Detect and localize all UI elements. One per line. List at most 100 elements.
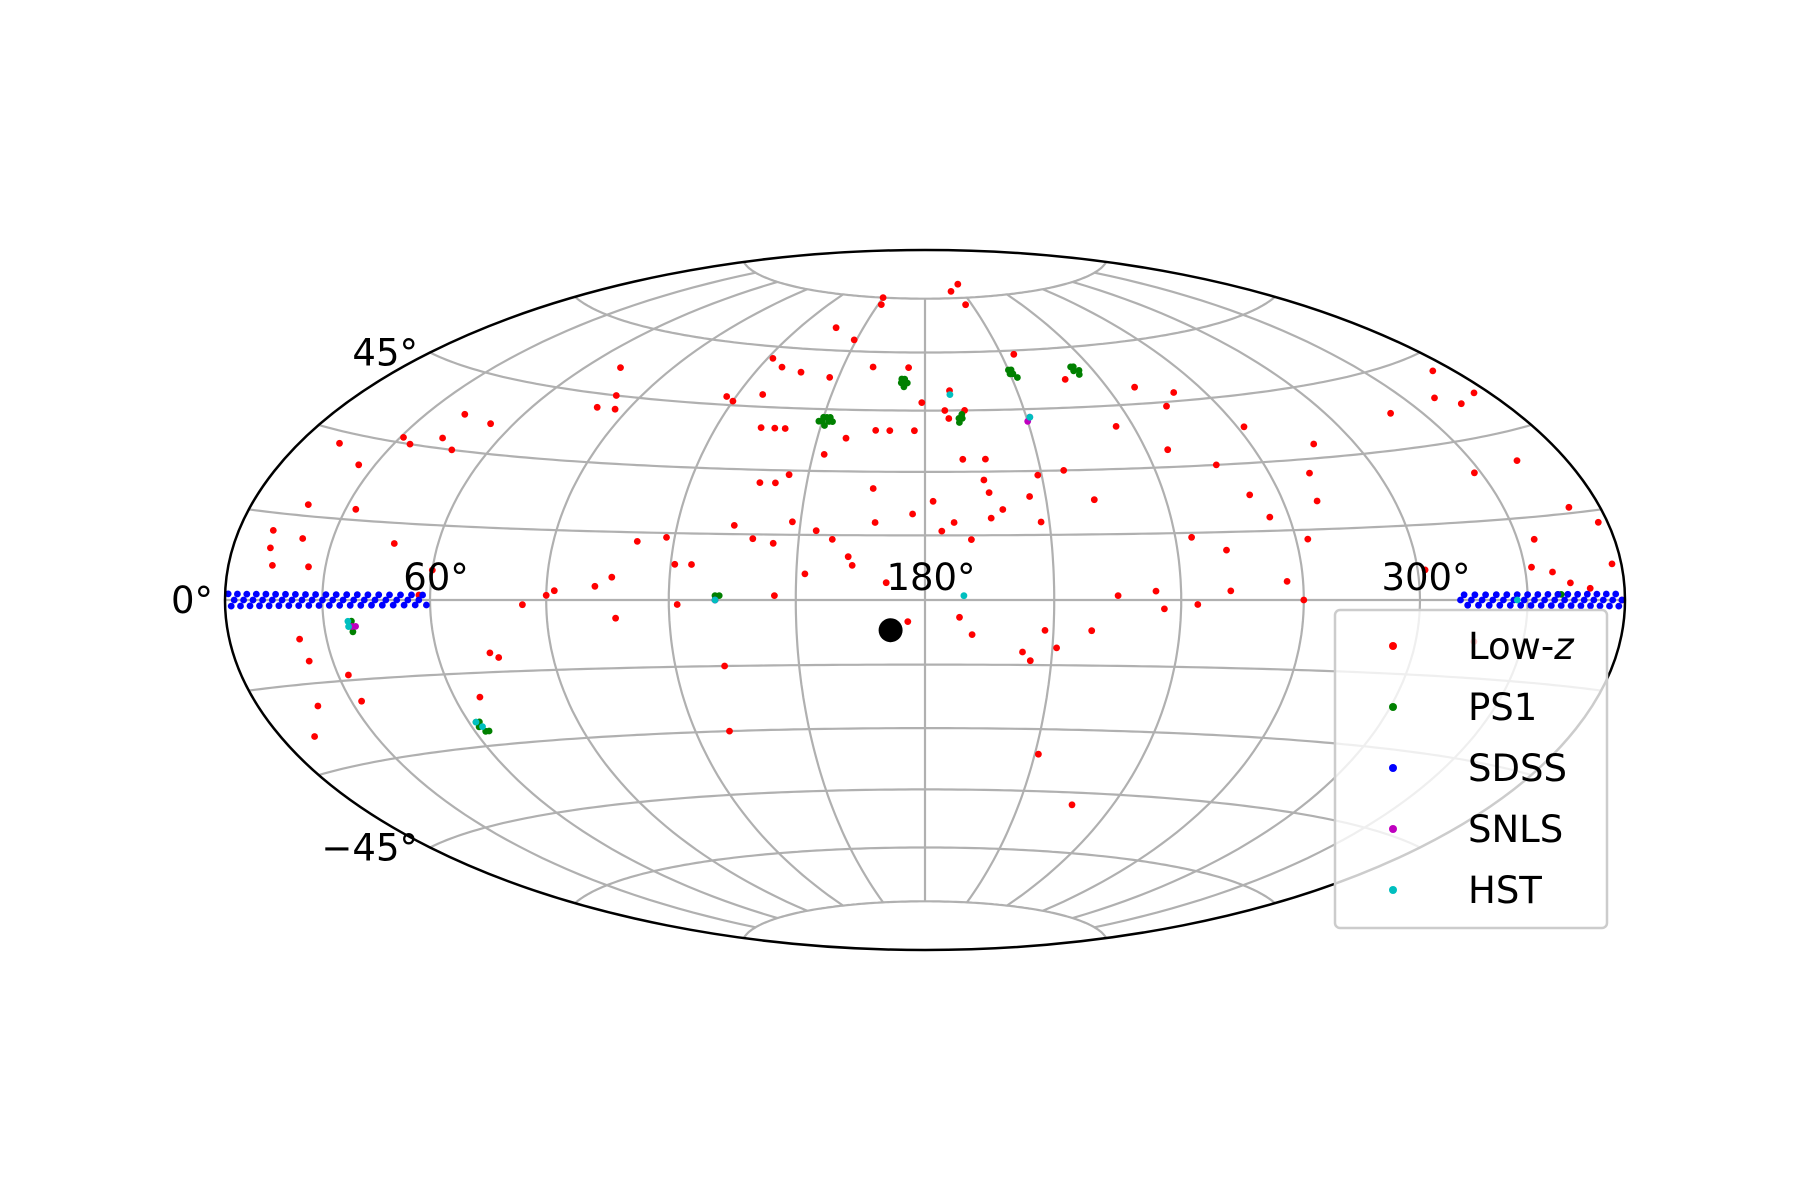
legend: Low-z PS1 SDSS SNLS HST xyxy=(1333,608,1609,930)
data-point xyxy=(1431,394,1438,402)
data-point xyxy=(332,591,340,598)
data-point xyxy=(872,427,880,434)
data-point xyxy=(968,631,976,638)
data-point xyxy=(968,536,975,543)
legend-marker xyxy=(1389,642,1397,650)
data-point xyxy=(721,662,728,670)
data-point xyxy=(1567,579,1574,587)
data-point xyxy=(879,294,887,301)
data-point xyxy=(612,614,619,622)
data-point xyxy=(929,497,937,505)
data-point xyxy=(1551,596,1559,604)
data-point xyxy=(1596,602,1604,610)
data-point xyxy=(1567,602,1575,610)
data-point xyxy=(1564,590,1572,598)
data-point xyxy=(397,591,404,599)
data-point xyxy=(256,602,263,610)
data-point xyxy=(259,596,266,604)
data-point xyxy=(1527,602,1535,609)
data-point xyxy=(1068,801,1076,809)
data-point xyxy=(1009,370,1017,378)
data-point xyxy=(314,702,322,710)
data-point xyxy=(1223,546,1230,554)
data-point xyxy=(769,539,777,547)
data-point xyxy=(801,570,809,578)
grid-meridian xyxy=(667,293,844,907)
data-point xyxy=(1387,409,1394,417)
data-point xyxy=(298,596,306,604)
data-point xyxy=(671,560,679,568)
data-point xyxy=(319,596,326,604)
data-point xyxy=(390,540,398,547)
data-point xyxy=(1534,591,1542,598)
data-point xyxy=(1306,469,1313,477)
data-point xyxy=(1574,590,1581,598)
x-tick-label: 300° xyxy=(1381,556,1470,599)
data-point xyxy=(344,617,352,625)
data-point xyxy=(1517,602,1525,609)
data-point xyxy=(842,434,850,442)
data-point xyxy=(781,425,789,432)
data-point xyxy=(999,506,1007,513)
data-point xyxy=(982,455,989,463)
data-point xyxy=(358,697,365,705)
data-point xyxy=(1060,467,1068,474)
data-point xyxy=(1026,657,1034,665)
data-point xyxy=(688,561,695,568)
grid-meridian xyxy=(1072,280,1422,920)
data-point xyxy=(956,613,963,621)
data-point xyxy=(1194,601,1202,608)
data-point xyxy=(869,363,877,371)
data-point xyxy=(1608,560,1616,568)
data-point xyxy=(756,479,764,486)
data-point xyxy=(1053,644,1060,652)
data-point xyxy=(278,596,286,604)
data-point xyxy=(246,602,254,610)
data-point xyxy=(1618,596,1626,604)
data-point xyxy=(240,596,248,604)
data-point xyxy=(826,374,834,381)
series-hst xyxy=(344,391,1521,730)
data-point xyxy=(715,592,723,599)
data-point xyxy=(1599,596,1607,604)
data-point xyxy=(386,591,393,599)
data-point xyxy=(1037,518,1045,526)
data-point xyxy=(1131,383,1138,391)
data-point xyxy=(1513,591,1521,598)
data-point xyxy=(1478,596,1486,604)
data-point xyxy=(950,519,958,526)
data-point xyxy=(345,671,352,679)
data-point xyxy=(960,592,968,600)
data-point xyxy=(1471,591,1479,599)
data-point xyxy=(1246,491,1254,499)
data-point xyxy=(428,566,436,574)
legend-marker xyxy=(1389,764,1397,772)
data-point xyxy=(1161,605,1168,613)
data-point xyxy=(1593,590,1601,598)
series-sdss xyxy=(224,590,1626,610)
data-point xyxy=(633,538,641,545)
data-point xyxy=(730,522,738,529)
data-point xyxy=(288,596,296,604)
data-point xyxy=(673,601,681,608)
data-point xyxy=(299,535,307,542)
data-point xyxy=(1304,535,1312,543)
data-point xyxy=(1457,596,1464,604)
data-point xyxy=(1212,461,1220,469)
data-point xyxy=(911,427,918,435)
data-point xyxy=(946,391,954,398)
data-point xyxy=(947,288,955,295)
data-point xyxy=(267,544,274,552)
data-point xyxy=(1164,446,1172,454)
data-point xyxy=(749,535,757,543)
data-point xyxy=(296,635,303,643)
data-point xyxy=(411,601,419,609)
data-point xyxy=(339,596,347,604)
data-point xyxy=(415,596,423,604)
data-point xyxy=(828,536,836,543)
data-point xyxy=(550,587,558,595)
data-point xyxy=(315,602,323,609)
data-point xyxy=(829,418,836,425)
legend-marker xyxy=(1389,703,1397,711)
data-point xyxy=(329,596,337,604)
